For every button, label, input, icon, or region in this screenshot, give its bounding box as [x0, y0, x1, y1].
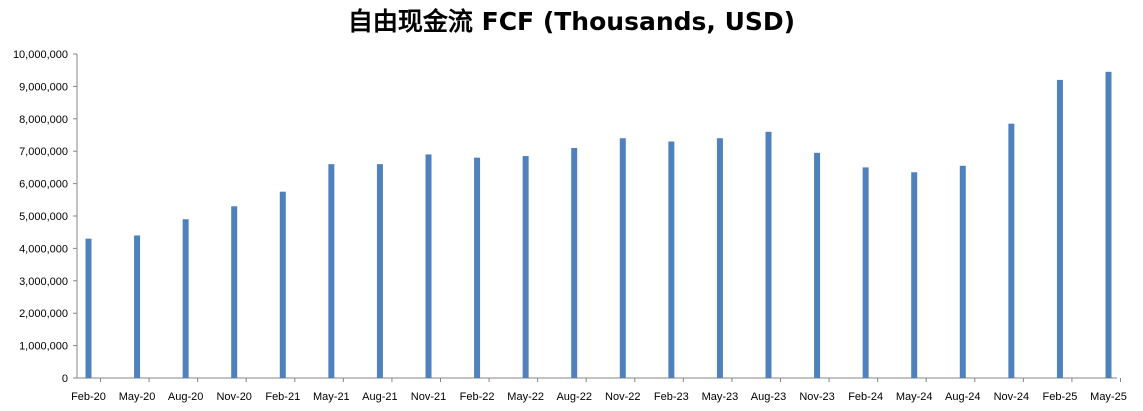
x-axis: Feb-20 May-20 Aug-20 Nov-20 Feb-21 May-21 Aug-… — [71, 377, 1127, 403]
x-tick-label: May-25 — [1090, 391, 1127, 403]
x-tick-label: Feb-22 — [460, 391, 495, 403]
bar — [425, 154, 432, 378]
x-tick-label: May-23 — [702, 391, 739, 403]
bar — [85, 238, 92, 378]
y-tick-label: 5,000,000 — [19, 211, 68, 223]
y-tick-label: 9,000,000 — [19, 81, 68, 93]
bar — [328, 164, 335, 378]
bar — [959, 165, 966, 378]
x-tick-label: Nov-24 — [994, 391, 1029, 403]
y-tick-label: 4,000,000 — [19, 243, 68, 255]
bar — [911, 172, 918, 378]
bar — [1008, 123, 1015, 378]
bar — [571, 147, 578, 378]
y-axis: 0 1,000,000 2,000,000 3,000,000 4,000,000 5,0… — [13, 49, 78, 385]
bar — [862, 167, 869, 378]
y-tick-label: 3,000,000 — [19, 276, 68, 288]
y-tick-label: 2,000,000 — [19, 308, 68, 320]
x-tick-label: Nov-21 — [411, 391, 446, 403]
bar — [474, 157, 481, 378]
x-tick-label: May-20 — [119, 391, 156, 403]
y-tick-label: 7,000,000 — [19, 146, 68, 158]
x-tick-label: Nov-20 — [216, 391, 251, 403]
x-tick-label: Aug-23 — [751, 391, 786, 403]
bar — [231, 206, 238, 378]
y-tick-label: 8,000,000 — [19, 114, 68, 126]
x-tick-label: Nov-23 — [799, 391, 834, 403]
bar — [182, 219, 189, 378]
bar — [814, 152, 821, 378]
x-tick-label: Nov-22 — [605, 391, 640, 403]
x-tick-label: Aug-22 — [556, 391, 591, 403]
x-tick-label: Feb-20 — [71, 391, 106, 403]
x-tick-label: May-24 — [896, 391, 933, 403]
x-tick-label: Feb-23 — [654, 391, 689, 403]
x-tick-label: Aug-24 — [945, 391, 980, 403]
bar — [1105, 71, 1112, 378]
x-tick-label: Aug-20 — [168, 391, 203, 403]
bar — [134, 235, 141, 378]
x-tick-label: Feb-21 — [265, 391, 300, 403]
y-tick-label: 1,000,000 — [19, 341, 68, 353]
y-tick-label: 6,000,000 — [19, 179, 68, 191]
bar — [376, 164, 383, 378]
bar — [279, 191, 286, 378]
y-tick-label: 0 — [62, 373, 68, 385]
x-tick-label: Feb-24 — [848, 391, 883, 403]
bar — [716, 138, 723, 378]
x-tick-label: Feb-25 — [1042, 391, 1077, 403]
bar-series — [85, 71, 1112, 379]
x-tick-label: Aug-21 — [362, 391, 397, 403]
bar — [522, 156, 529, 378]
x-tick-label: May-22 — [507, 391, 544, 403]
bar — [765, 131, 772, 378]
x-tick-label: May-21 — [313, 391, 350, 403]
bar — [619, 138, 626, 378]
bar — [668, 141, 675, 378]
chart-title: 自由现金流 FCF (Thousands, USD) — [347, 7, 796, 36]
y-tick-label: 10,000,000 — [13, 49, 68, 61]
bar — [1056, 79, 1063, 379]
